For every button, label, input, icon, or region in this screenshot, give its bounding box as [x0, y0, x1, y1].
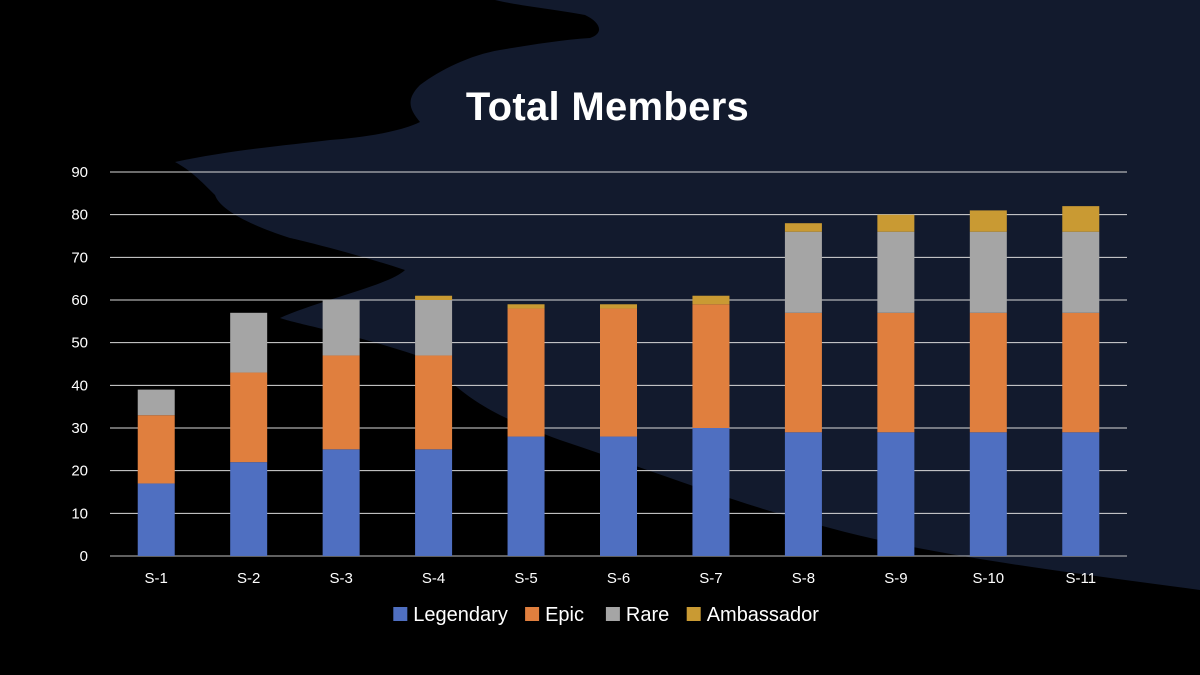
bar-segment-ambassador: [969, 210, 1007, 232]
legend-label: Rare: [626, 604, 669, 626]
bar-segment-epic: [600, 308, 637, 437]
bar-segment-ambassador: [415, 295, 453, 300]
bar-segment-rare: [877, 231, 915, 313]
bar-segment-legendary: [877, 432, 915, 556]
bar-segment-epic: [507, 308, 545, 437]
bar-segment-ambassador: [877, 214, 915, 232]
bar-segment-rare: [230, 312, 268, 373]
bar-segment-epic: [969, 312, 1007, 433]
gridlines: [110, 171, 1127, 557]
y-tick-label: 90: [71, 164, 88, 181]
y-tick-label: 60: [71, 292, 88, 309]
y-tick-label: 20: [71, 463, 88, 480]
bar-segment-legendary: [415, 449, 453, 556]
y-tick-label: 50: [71, 335, 88, 352]
legend: Legendary Epic Rare Ambassador: [393, 604, 819, 626]
bar-segment-legendary: [600, 436, 637, 556]
bar-segment-epic: [692, 304, 730, 428]
bar-segment-epic: [877, 312, 915, 433]
chart-title: Total Members: [465, 85, 750, 129]
x-tick-label: S-3: [329, 570, 352, 587]
bar-segment-legendary: [969, 432, 1007, 556]
bar-segment-rare: [784, 231, 822, 313]
bar-segment-ambassador: [784, 223, 822, 232]
bar-segment-rare: [969, 231, 1007, 313]
bar-segment-legendary: [230, 462, 268, 556]
legend-swatch: [525, 607, 540, 621]
legend-swatch: [686, 607, 701, 621]
bar-segment-ambassador: [507, 304, 545, 309]
bar-segment-legendary: [692, 428, 730, 556]
y-tick-label: 80: [71, 207, 88, 224]
bar-segment-rare: [1062, 231, 1100, 313]
legend-swatch: [393, 607, 408, 621]
x-tick-label: S-6: [607, 570, 630, 587]
y-axis: 0 10 20 30 40 50 60 70 80 90: [71, 164, 88, 565]
y-tick-label: 30: [71, 420, 88, 437]
x-tick-label: S-1: [145, 570, 168, 587]
x-axis: S-1 S-2 S-3 S-4 S-5 S-6 S-7 S-8 S-9 S-10 S-11: [145, 570, 1097, 587]
y-tick-label: 70: [71, 249, 88, 266]
legend-swatch: [605, 607, 620, 621]
legend-label: Legendary: [413, 604, 508, 626]
x-tick-label: S-7: [699, 570, 722, 587]
bar-segment-legendary: [137, 483, 175, 556]
bar-segment-epic: [1062, 312, 1100, 433]
bar-segment-ambassador: [1062, 206, 1100, 232]
bar-segment-ambassador: [692, 295, 730, 305]
y-tick-label: 0: [80, 548, 88, 565]
bar-segment-rare: [415, 300, 453, 356]
x-tick-label: S-4: [422, 570, 445, 587]
legend-label: Epic: [545, 604, 584, 626]
bar-segment-legendary: [507, 436, 545, 556]
x-tick-label: S-11: [1065, 570, 1096, 587]
bar-segment-legendary: [322, 449, 360, 556]
bar-segment-ambassador: [600, 304, 637, 309]
bar-segment-epic: [415, 355, 453, 450]
y-tick-label: 10: [71, 505, 88, 522]
bars: [137, 206, 1100, 556]
bar-segment-rare: [137, 389, 175, 416]
x-tick-label: S-10: [972, 570, 1004, 587]
y-tick-label: 40: [71, 377, 88, 394]
bar-segment-epic: [137, 415, 175, 484]
bar-segment-legendary: [784, 432, 822, 556]
bar-segment-epic: [322, 355, 360, 450]
bar-segment-legendary: [1062, 432, 1100, 556]
x-tick-label: S-9: [884, 570, 907, 587]
legend-label: Ambassador: [707, 604, 820, 626]
x-tick-label: S-5: [514, 570, 537, 587]
x-tick-label: S-2: [237, 570, 260, 587]
bar-segment-epic: [230, 372, 268, 463]
x-tick-label: S-8: [792, 570, 815, 587]
bar-segment-epic: [784, 312, 822, 433]
bar-segment-rare: [322, 300, 360, 356]
